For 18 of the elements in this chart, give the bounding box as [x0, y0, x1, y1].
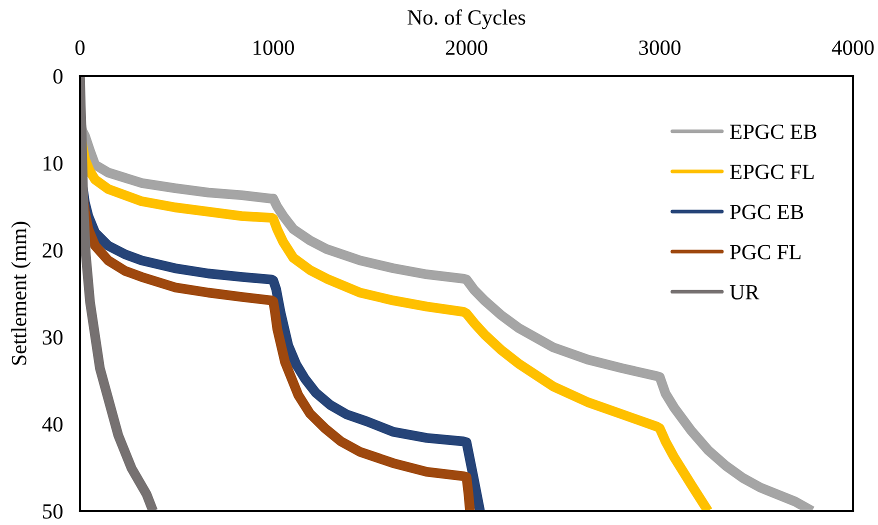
x-tick-label: 0 [75, 40, 85, 55]
legend-label: EPGC EB [730, 124, 816, 140]
x-tick-label: 3000 [639, 40, 680, 55]
x-tick-label: 2000 [446, 40, 488, 55]
y-tick-label: 50 [43, 504, 63, 519]
x-tick-label: 4000 [832, 40, 874, 55]
y-tick-label: 10 [44, 156, 63, 171]
x-tick-label: 1000 [254, 40, 294, 55]
legend-label: UR [730, 285, 760, 300]
y-tick-label: 0 [53, 69, 63, 84]
x-axis-title: No. of Cycles [408, 9, 526, 30]
y-axis-title: Settlement (mm) [11, 222, 31, 365]
y-tick-label: 40 [42, 417, 63, 432]
legend-label: EPGC FL [730, 164, 814, 180]
legend-label: PGC EB [730, 204, 804, 220]
y-tick-label: 20 [42, 243, 63, 258]
legend-label: PGC FL [730, 244, 801, 260]
y-tick-label: 30 [42, 330, 63, 345]
